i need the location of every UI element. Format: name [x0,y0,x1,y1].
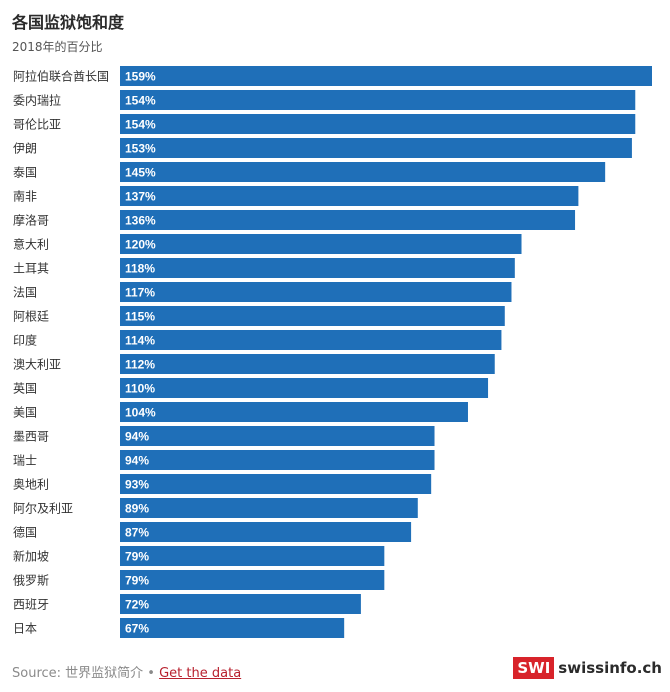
swi-logo-box: SWI [513,657,555,679]
bar[interactable] [120,522,412,542]
bar-value-label: 112% [125,358,155,372]
bar-value-label: 137% [125,190,156,204]
category-label: 摩洛哥 [13,213,49,228]
category-label: 伊朗 [13,142,37,156]
bar[interactable] [120,66,652,86]
category-label: 新加坡 [13,549,49,564]
bar-value-label: 89% [125,502,149,516]
swissinfo-logo[interactable]: SWI swissinfo.ch [513,657,662,679]
bar[interactable] [120,210,576,230]
category-label: 委内瑞拉 [13,93,61,108]
bar[interactable] [120,450,435,470]
bar-value-label: 93% [125,478,149,492]
bar[interactable] [120,90,636,110]
bar[interactable] [120,354,495,374]
bar-value-label: 114% [125,334,155,348]
bar-value-label: 72% [125,598,149,612]
category-label: 印度 [13,333,37,348]
bar[interactable] [120,162,606,182]
bar[interactable] [120,426,435,446]
bar[interactable] [120,186,579,206]
bar[interactable] [120,546,385,566]
bar-value-label: 115% [125,310,155,324]
get-data-link[interactable]: Get the data [159,666,242,681]
bar-value-label: 154% [125,118,156,132]
category-label: 土耳其 [13,262,49,276]
bar[interactable] [120,258,515,278]
category-label: 澳大利亚 [13,358,61,372]
category-label: 墨西哥 [13,430,49,444]
bar[interactable] [120,234,522,254]
bar[interactable] [120,330,502,350]
chart-title: 各国监狱饱和度 [12,13,125,32]
bar-value-label: 136% [125,214,156,228]
category-label: 阿根廷 [13,310,49,324]
bar[interactable] [120,306,505,326]
bar[interactable] [120,618,345,638]
bar-value-label: 87% [125,526,149,540]
bar-value-label: 94% [125,430,149,444]
bar[interactable] [120,474,432,494]
bar-value-label: 120% [125,238,156,252]
bar-value-label: 79% [125,550,149,564]
bar-value-label: 94% [125,454,149,468]
bar-value-label: 145% [125,166,156,180]
category-label: 俄罗斯 [13,574,49,588]
bar[interactable] [120,570,385,590]
logo-text: swissinfo.ch [558,659,662,677]
bar[interactable] [120,282,512,302]
category-label: 西班牙 [13,598,49,612]
bar-value-label: 67% [125,622,149,636]
category-label: 美国 [13,406,37,420]
bar[interactable] [120,402,468,422]
category-label: 瑞士 [13,454,37,468]
bar[interactable] [120,498,418,518]
footer-separator: • [143,666,160,681]
bar-value-label: 110% [125,382,155,396]
bar-value-label: 153% [125,142,156,156]
bar[interactable] [120,594,361,614]
category-label: 德国 [13,525,37,540]
footer: Source: 世界监狱简介 • Get the data [12,662,241,681]
bar-value-label: 118% [125,262,155,276]
bar[interactable] [120,114,636,134]
category-label: 泰国 [13,166,37,180]
source-text: Source: 世界监狱简介 [12,666,144,681]
bar-value-label: 159% [125,70,156,84]
category-label: 南非 [13,189,37,204]
bar-value-label: 117% [125,286,155,300]
category-label: 奥地利 [13,478,49,492]
category-label: 意大利 [13,237,49,252]
chart-subtitle: 2018年的百分比 [12,40,103,54]
bar-value-label: 104% [125,406,156,420]
category-label: 阿尔及利亚 [13,501,73,516]
category-label: 阿拉伯联合酋长国 [13,69,109,84]
category-label: 日本 [13,622,37,636]
bar-value-label: 154% [125,94,156,108]
bar-chart: 阿拉伯联合酋长国 159% 委内瑞拉 154% 哥伦比亚 154% 伊朗 153% 泰国 145%… [13,66,652,638]
category-label: 英国 [13,382,37,396]
bar[interactable] [120,378,489,398]
category-label: 法国 [13,286,37,300]
bar[interactable] [120,138,632,158]
bar-value-label: 79% [125,574,149,588]
category-label: 哥伦比亚 [13,117,61,132]
